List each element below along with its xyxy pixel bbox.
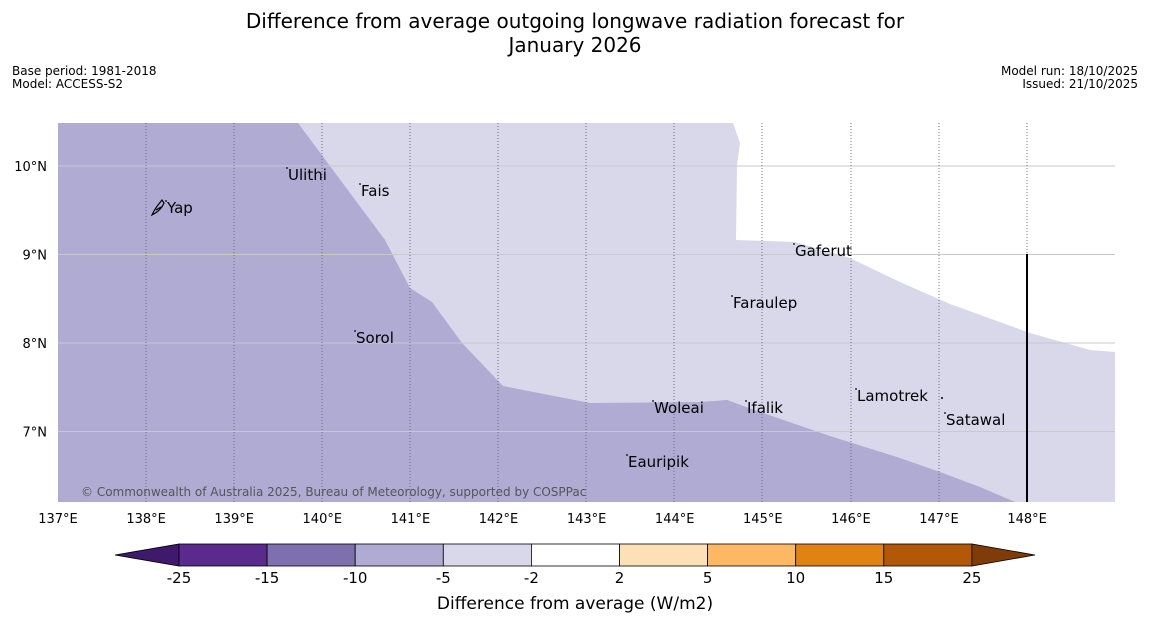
lon-label: 138°E bbox=[126, 512, 166, 527]
colorbar-segment bbox=[442, 543, 532, 567]
colorbar-tick-label: 25 bbox=[962, 569, 982, 587]
lat-label: 10°N bbox=[14, 160, 47, 175]
lat-label: 9°N bbox=[23, 249, 48, 264]
colorbar-segment bbox=[354, 543, 444, 567]
colorbar-tick-label: -10 bbox=[342, 569, 368, 587]
map-area: Yap Ulithi Fais Gaferut Faraulep Sorol Lamotre… bbox=[58, 123, 1115, 502]
lon-label: 144°E bbox=[655, 512, 695, 527]
colorbar-segment bbox=[707, 543, 797, 567]
colorbar-segment bbox=[795, 543, 885, 567]
place-label-eauripik: Eauripik bbox=[628, 453, 689, 471]
yap-island-outline bbox=[150, 198, 165, 217]
place-label-faraulep: Faraulep bbox=[733, 294, 797, 312]
place-marker bbox=[855, 388, 857, 390]
lon-label: 142°E bbox=[479, 512, 519, 527]
lon-label: 145°E bbox=[743, 512, 783, 527]
place-label-fais: Fais bbox=[361, 182, 390, 200]
latitude-labels: 10°N 9°N 8°N 7°N bbox=[14, 160, 47, 441]
longitude-labels: 137°E 138°E 139°E 140°E 141°E 142°E 143°E 144°E… bbox=[38, 512, 1047, 527]
colorbar-tick-label: -15 bbox=[254, 569, 280, 587]
colorbar-tick-label: 10 bbox=[786, 569, 806, 587]
lon-label: 147°E bbox=[919, 512, 959, 527]
colorbar bbox=[114, 543, 1036, 567]
metadata-right: Model run: 18/10/2025 Issued: 21/10/2025 bbox=[1001, 65, 1138, 91]
place-marker bbox=[354, 330, 356, 332]
graticule bbox=[58, 123, 1115, 502]
metadata-left: Base period: 1981-2018 Model: ACCESS-S2 bbox=[12, 65, 157, 91]
place-marker bbox=[745, 400, 747, 402]
place-marker bbox=[359, 183, 361, 185]
place-label-gaferut: Gaferut bbox=[795, 242, 852, 260]
region-minus10-minus5 bbox=[58, 123, 1015, 502]
place-marker bbox=[652, 400, 654, 402]
colorbar-extend-high bbox=[971, 543, 1036, 567]
colorbar-segment bbox=[531, 543, 620, 567]
place-marker bbox=[944, 412, 946, 414]
colorbar-segment bbox=[266, 543, 356, 567]
issued-date: Issued: 21/10/2025 bbox=[1022, 77, 1138, 91]
place-marker bbox=[626, 454, 628, 456]
colorbar-tick-label: 15 bbox=[874, 569, 894, 587]
colorbar-tick-label: -25 bbox=[166, 569, 192, 587]
copyright-notice: © Commonwealth of Australia 2025, Bureau… bbox=[81, 485, 586, 499]
colorbar-segment bbox=[883, 543, 973, 567]
colorbar-extend-low bbox=[114, 543, 180, 567]
place-label-yap: Yap bbox=[166, 199, 193, 217]
lat-label: 7°N bbox=[23, 426, 48, 441]
place-marker bbox=[793, 243, 795, 245]
lat-label: 8°N bbox=[23, 337, 48, 352]
place-label-sorol: Sorol bbox=[356, 329, 394, 347]
place-label-woleai: Woleai bbox=[654, 399, 704, 417]
base-period: Base period: 1981-2018 bbox=[12, 64, 157, 78]
model-run: Model run: 18/10/2025 bbox=[1000, 64, 1138, 78]
lon-label: 141°E bbox=[391, 512, 431, 527]
chart-title-line2: January 2026 bbox=[508, 33, 642, 57]
colorbar-tick-label: -5 bbox=[435, 569, 451, 587]
colorbar-segment bbox=[619, 543, 708, 567]
islet-marker bbox=[941, 397, 943, 399]
place-labels: Yap Ulithi Fais Gaferut Faraulep Sorol Lamotre… bbox=[165, 166, 1005, 471]
place-marker bbox=[165, 200, 167, 202]
lon-label: 139°E bbox=[214, 512, 254, 527]
colorbar-title: Difference from average (W/m2) bbox=[436, 594, 714, 614]
lon-label: 140°E bbox=[303, 512, 343, 527]
chart-title-line1: Difference from average outgoing longwav… bbox=[245, 9, 905, 33]
lon-label: 148°E bbox=[1007, 512, 1047, 527]
colorbar-tick-label: 2 bbox=[614, 569, 625, 587]
colorbar-segment bbox=[178, 543, 268, 567]
place-label-ulithi: Ulithi bbox=[288, 166, 327, 184]
place-label-ifalik: Ifalik bbox=[747, 399, 783, 417]
lon-label: 137°E bbox=[38, 512, 78, 527]
place-label-satawal: Satawal bbox=[946, 411, 1005, 429]
place-marker bbox=[731, 295, 733, 297]
colorbar-tick-label: 5 bbox=[702, 569, 713, 587]
model-name: Model: ACCESS-S2 bbox=[12, 77, 124, 91]
colorbar-tick-label: -2 bbox=[523, 569, 539, 587]
lon-label: 143°E bbox=[567, 512, 607, 527]
place-marker bbox=[286, 167, 288, 169]
lon-label: 146°E bbox=[831, 512, 871, 527]
place-label-lamotrek: Lamotrek bbox=[857, 387, 928, 405]
